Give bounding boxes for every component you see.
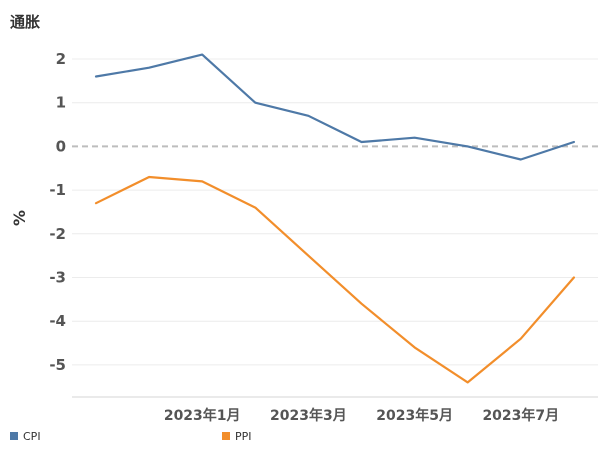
series-line-ppi [94,175,576,384]
y-tick-label: -2 [49,225,66,243]
x-tick-labels: 2023年1月 2023年3月 2023年5月 2023年7月 [164,407,559,424]
y-tick-label: -1 [49,181,66,199]
y-tick-label: 2 [56,50,66,68]
x-tick-label: 2023年5月 [376,407,453,424]
y-tick-label: 1 [56,94,66,112]
grid-lines [72,58,598,366]
series-line-cpi [94,53,576,161]
x-tick-label: 2023年3月 [270,407,347,424]
y-tick-labels: 2 1 0 -1 -2 -3 -4 -5 [49,50,66,374]
y-tick-label: -5 [49,356,66,374]
legend-swatch-ppi [222,432,230,440]
x-tick-label: 2023年7月 [482,407,559,424]
legend: CPI PPI [10,430,252,443]
y-tick-label: -4 [49,312,66,330]
chart-title: 通胀 [10,13,40,31]
y-axis-label: % [10,210,29,226]
series-lines [94,53,576,384]
legend-label-cpi: CPI [23,430,41,443]
legend-swatch-cpi [10,432,18,440]
y-tick-label: -3 [49,269,66,287]
legend-label-ppi: PPI [235,430,252,443]
x-tick-label: 2023年1月 [164,407,241,424]
y-tick-label: 0 [56,137,66,155]
